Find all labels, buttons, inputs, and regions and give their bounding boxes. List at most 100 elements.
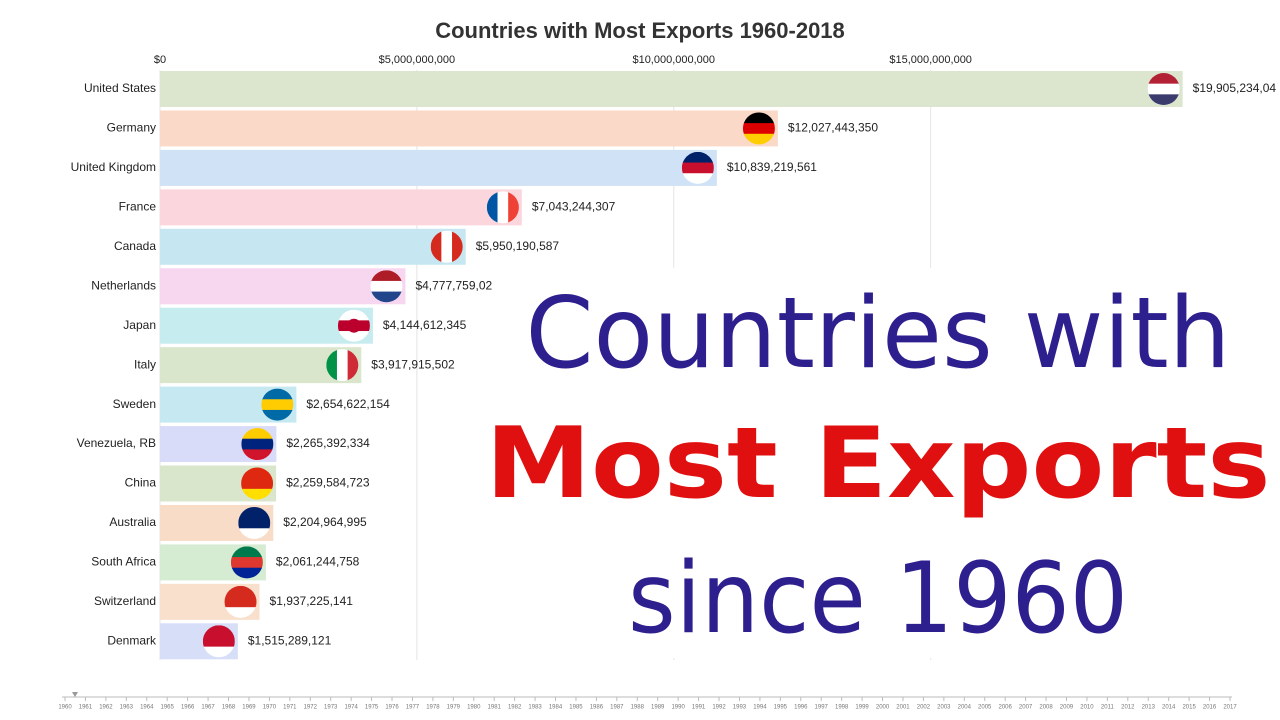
flag-stripe (241, 478, 274, 490)
y-tick-label: Australia (109, 515, 156, 529)
timeline-year: 1998 (835, 705, 849, 711)
flag-stripe (224, 585, 257, 598)
timeline-year: 1963 (120, 705, 134, 711)
timeline-year: 1985 (569, 705, 583, 711)
timeline-year: 1978 (426, 705, 440, 711)
timeline-year: 1973 (324, 705, 338, 711)
y-tick-label: Denmark (107, 633, 157, 647)
timeline-year: 2017 (1223, 705, 1237, 711)
value-label: $2,265,392,334 (286, 436, 370, 450)
timeline-year: 1975 (365, 705, 379, 711)
y-tick-label: China (125, 476, 157, 490)
flag-stripes (370, 270, 403, 303)
flag-stripe (742, 133, 775, 145)
flag-icon (337, 309, 370, 342)
timeline-year: 1966 (181, 705, 195, 711)
flag-stripe (224, 607, 257, 618)
timeline-year: 1983 (528, 705, 542, 711)
flag-icon (742, 112, 775, 145)
flag-stripe (241, 488, 274, 500)
timeline-year: 1987 (610, 705, 624, 711)
timeline-year: 1964 (140, 705, 154, 711)
timeline-year: 1965 (161, 705, 175, 711)
timeline-year: 1988 (631, 705, 645, 711)
flag-icon (326, 349, 359, 382)
y-tick-label: Switzerland (94, 594, 156, 608)
flag-stripes (241, 428, 274, 461)
flag-icon (486, 191, 519, 224)
timeline-year: 2000 (876, 705, 890, 711)
flag-stripe (370, 270, 403, 282)
flag-stripe (230, 567, 263, 579)
flag-stripes (681, 151, 714, 184)
timeline-year: 2006 (998, 705, 1012, 711)
flag-stripes (261, 388, 294, 421)
y-tick-label: United States (84, 81, 156, 95)
flag-stripes (224, 585, 257, 618)
timeline-year: 1984 (549, 705, 563, 711)
flag-stripe (230, 557, 263, 569)
timeline-year: 1980 (467, 705, 481, 711)
flag-stripes (337, 309, 370, 342)
x-tick-label: $15,000,000,000 (889, 54, 972, 66)
flag-icon (681, 151, 714, 184)
timeline-year: 1992 (712, 705, 726, 711)
timeline-year: 1979 (447, 705, 461, 711)
timeline-year: 1991 (692, 705, 706, 711)
flag-icon (430, 230, 463, 263)
y-tick-label: Japan (123, 318, 156, 332)
flag-icon (202, 625, 235, 658)
bar (160, 268, 406, 305)
timeline-year: 2012 (1121, 705, 1135, 711)
flag-stripe (1147, 73, 1180, 85)
flag-stripe (336, 349, 349, 382)
timeline-year: 1982 (508, 705, 522, 711)
flag-stripe (202, 646, 235, 658)
y-tick-label: United Kingdom (71, 160, 156, 174)
flag-stripe (261, 409, 294, 421)
timeline-year: 1996 (794, 705, 808, 711)
timeline-year: 2002 (917, 705, 931, 711)
timeline-year: 1981 (488, 705, 502, 711)
timeline-year: 1995 (774, 705, 788, 711)
flag-stripe (681, 162, 714, 174)
x-tick-label: $5,000,000,000 (379, 54, 455, 66)
flag-icon (261, 388, 294, 421)
flag-stripe (241, 428, 274, 440)
overlay-heading: Most Exports (486, 407, 1271, 521)
flag-stripe (742, 123, 775, 135)
flag-stripe (370, 291, 403, 303)
timeline-year: 1972 (304, 705, 318, 711)
timeline-year: 2013 (1142, 705, 1156, 711)
timeline-year: 1970 (263, 705, 277, 711)
flag-stripe (347, 349, 359, 382)
flag-stripe (452, 230, 463, 263)
flag-icon (370, 270, 403, 303)
value-label: $4,144,612,345 (383, 318, 467, 332)
timeline-year: 2010 (1080, 705, 1094, 711)
flag-stripe (241, 449, 274, 461)
value-label: $7,043,244,307 (532, 200, 616, 214)
value-label: $19,905,234,04 (1193, 81, 1277, 95)
value-label: $2,259,584,723 (286, 476, 370, 490)
value-label: $1,937,225,141 (270, 594, 354, 608)
timeline-year: 2014 (1162, 705, 1176, 711)
bar (160, 149, 717, 186)
flag-icon (224, 585, 257, 618)
timeline-year: 1999 (855, 705, 869, 711)
flag-stripe (497, 191, 509, 224)
timeline-pointer (72, 692, 78, 697)
timeline-year: 1969 (242, 705, 256, 711)
flag-stripe (1147, 94, 1180, 105)
flag-stripe (430, 230, 442, 263)
bar (160, 71, 1183, 107)
timeline-year: 2003 (937, 705, 951, 711)
flag-stripe (238, 506, 271, 519)
flag-stripe (681, 151, 714, 164)
y-tick-label: Canada (114, 239, 156, 253)
flag-stripe (742, 112, 775, 124)
timeline-year: 2016 (1203, 705, 1217, 711)
value-label: $3,917,915,502 (371, 357, 455, 371)
flag-stripe (508, 191, 519, 224)
